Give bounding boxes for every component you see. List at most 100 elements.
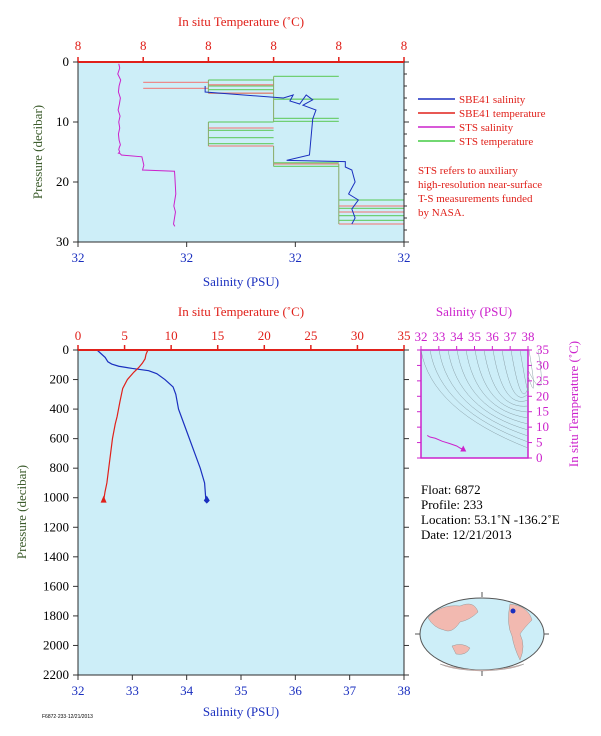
temperature-end-marker bbox=[100, 495, 107, 503]
bottom-axis-tick-label: 32 bbox=[72, 250, 85, 265]
sbe41-salinity-line bbox=[204, 86, 360, 225]
ts-curve bbox=[426, 435, 464, 450]
y-axis-tick-label: 200 bbox=[50, 372, 70, 387]
bottom-axis-tick-label: 32 bbox=[289, 250, 302, 265]
top-axis-tick-label: 35 bbox=[398, 328, 411, 343]
legend-label: STS salinity bbox=[459, 122, 514, 134]
ts-diagram: Salinity (PSU) 32 33 34 35 36 37 38 0510152025… bbox=[415, 304, 582, 467]
y-axis-tick-label: 2000 bbox=[43, 637, 69, 652]
float-position-marker bbox=[510, 608, 516, 614]
y-axis-tick-label: 20 bbox=[56, 174, 69, 189]
isopycnal-curve bbox=[447, 349, 529, 431]
ts-y-tick-label: 25 bbox=[536, 373, 549, 388]
profile-bottom-tick-labels: 32 33 34 35 36 37 38 bbox=[72, 675, 411, 698]
ts-x-tick-labels: 32 33 34 35 36 37 38 bbox=[415, 329, 535, 350]
top-axis-tick-label: 8 bbox=[140, 38, 147, 53]
isopycnal-curve bbox=[527, 349, 542, 387]
legend-item-sbe41-temperature: SBE41 temperature bbox=[418, 108, 546, 120]
profile-chart: In situ Temperature (˚C) 0 5 10 15 20 25 30 35 … bbox=[14, 304, 411, 719]
ts-x-tick-label: 35 bbox=[468, 329, 481, 344]
top-axis-tick-label: 8 bbox=[75, 38, 82, 53]
sts-note-line: high-resolution near-surface bbox=[418, 179, 542, 191]
top-axis-tick-label: 10 bbox=[165, 328, 178, 343]
y-axis-tick-label: 30 bbox=[56, 234, 69, 249]
ts-x-tick-label: 33 bbox=[432, 329, 445, 344]
ts-y-axis-label: In situ Temperature (˚C) bbox=[566, 341, 581, 467]
ts-y-tick-label: 5 bbox=[536, 435, 543, 450]
sts-note-line: by NASA. bbox=[418, 207, 465, 219]
legend: SBE41 salinity SBE41 temperature STS sal… bbox=[418, 94, 546, 148]
legend-item-sbe41-salinity: SBE41 salinity bbox=[418, 94, 526, 106]
ts-x-tick-label: 34 bbox=[450, 329, 464, 344]
top-axis-tick-label: 8 bbox=[205, 38, 212, 53]
ts-y-tick-label: 20 bbox=[536, 388, 549, 403]
isopycnal-curve bbox=[474, 349, 529, 413]
legend-label: SBE41 salinity bbox=[459, 94, 526, 106]
profile-y-axis-label: Pressure (decibar) bbox=[14, 465, 29, 559]
footer-code: F6872·233·12/21/2013 bbox=[42, 714, 93, 720]
legend-item-sts-salinity: STS salinity bbox=[418, 122, 514, 134]
top-axis-tick-label: 30 bbox=[351, 328, 364, 343]
ts-isopycnals bbox=[420, 349, 542, 449]
sts-note: STS refers to auxiliary high-resolution … bbox=[418, 165, 542, 219]
top-axis-tick-label: 8 bbox=[270, 38, 277, 53]
bottom-axis-tick-label: 37 bbox=[343, 683, 357, 698]
ts-end-marker bbox=[460, 445, 467, 452]
top-axis-tick-label: 5 bbox=[121, 328, 128, 343]
sts-salinity-line bbox=[117, 63, 177, 227]
map-land-australia bbox=[451, 644, 471, 655]
ts-y-tick-label: 15 bbox=[536, 404, 549, 419]
y-axis-tick-label: 1400 bbox=[43, 549, 69, 564]
near-surface-y-axis-label: Pressure (decibar) bbox=[30, 105, 45, 199]
y-axis-tick-label: 800 bbox=[50, 460, 70, 475]
near-surface-y-tick-labels: 0 10 20 30 bbox=[56, 54, 409, 249]
bottom-axis-tick-label: 38 bbox=[398, 683, 411, 698]
near-surface-top-axis-title: In situ Temperature (˚C) bbox=[178, 14, 304, 29]
near-surface-x-axis-label: Salinity (PSU) bbox=[203, 274, 279, 289]
sts-note-line: T-S measurements funded bbox=[418, 193, 533, 205]
isopycnal-curve bbox=[465, 349, 529, 419]
y-axis-tick-label: 1600 bbox=[43, 578, 69, 593]
map-land-antarctica bbox=[439, 663, 525, 672]
ts-title: Salinity (PSU) bbox=[436, 304, 512, 319]
location: Location: 53.1˚N -136.2˚E bbox=[421, 512, 560, 527]
map-ocean bbox=[419, 597, 545, 671]
map-land-asia bbox=[427, 603, 479, 632]
legend-label: STS temperature bbox=[459, 136, 533, 148]
date: Date: 12/21/2013 bbox=[421, 527, 512, 542]
legend-label: SBE41 temperature bbox=[459, 108, 546, 120]
bottom-axis-tick-label: 35 bbox=[235, 683, 248, 698]
ts-x-tick-label: 36 bbox=[486, 329, 500, 344]
isopycnal-curve bbox=[420, 349, 529, 449]
profile-plot-area bbox=[78, 350, 404, 675]
top-axis-tick-label: 8 bbox=[336, 38, 343, 53]
y-axis-tick-label: 2200 bbox=[43, 667, 69, 682]
float-info: Float: 6872 Profile: 233 Location: 53.1˚… bbox=[421, 482, 560, 542]
ts-x-tick-label: 38 bbox=[522, 329, 535, 344]
sts-note-line: STS refers to auxiliary bbox=[418, 165, 518, 177]
top-axis-tick-label: 0 bbox=[75, 328, 82, 343]
profile-number: Profile: 233 bbox=[421, 497, 483, 512]
top-axis-tick-label: 8 bbox=[401, 38, 408, 53]
ts-y-tick-label: 10 bbox=[536, 419, 549, 434]
sbe41-temperature-profile bbox=[103, 349, 149, 501]
bottom-axis-tick-label: 32 bbox=[72, 683, 85, 698]
y-axis-tick-label: 600 bbox=[50, 431, 70, 446]
isopycnal-curve bbox=[510, 349, 529, 394]
world-map bbox=[415, 592, 549, 676]
y-axis-tick-label: 1800 bbox=[43, 608, 69, 623]
y-axis-tick-label: 1000 bbox=[43, 490, 69, 505]
isopycnal-curve bbox=[429, 349, 529, 443]
salinity-end-marker bbox=[203, 495, 210, 504]
ts-profile-line bbox=[426, 435, 467, 452]
sbe41-salinity-profile bbox=[96, 349, 208, 501]
isopycnal-curve bbox=[456, 349, 529, 425]
y-axis-tick-label: 0 bbox=[63, 342, 70, 357]
ts-y-tick-label: 30 bbox=[536, 357, 549, 372]
profile-x-axis-label: Salinity (PSU) bbox=[203, 704, 279, 719]
profile-y-tick-labels: 0 200 400 600 800 1000 1200 1400 1600 1800 2000 220… bbox=[43, 342, 409, 682]
top-axis-tick-label: 20 bbox=[258, 328, 271, 343]
isopycnal-curve bbox=[438, 349, 529, 437]
bottom-axis-tick-label: 32 bbox=[180, 250, 193, 265]
